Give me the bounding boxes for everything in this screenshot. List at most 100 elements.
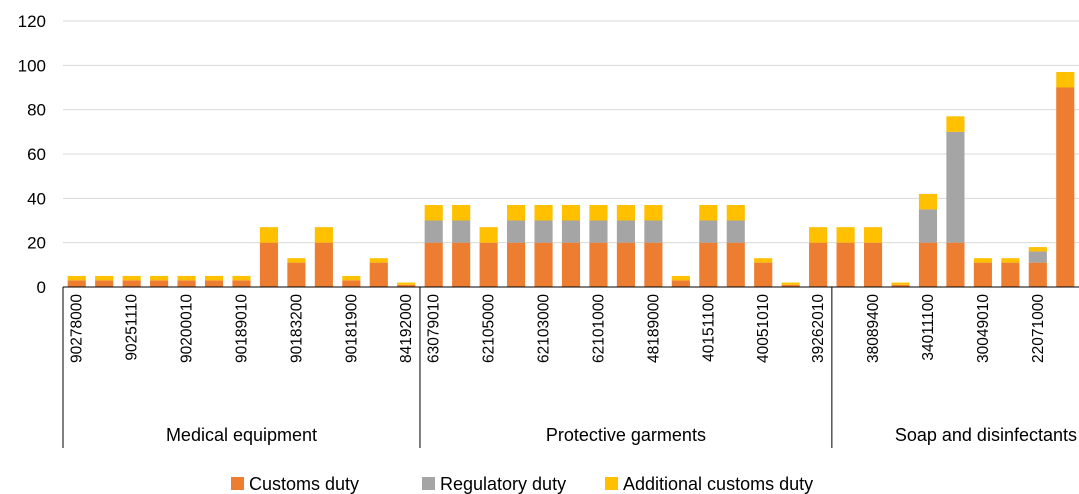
bar-additional-customs-duty [918, 193, 938, 210]
x-tick-label: 34011100 [920, 294, 937, 361]
bar-additional-customs-duty [259, 227, 279, 243]
bar-customs-duty [891, 284, 910, 287]
bar-customs-duty [754, 262, 773, 287]
bar-customs-duty [1028, 262, 1047, 287]
bar-additional-customs-duty [973, 258, 992, 263]
bar-additional-customs-duty [342, 275, 361, 281]
bar-regulatory-duty [424, 220, 443, 243]
bar-customs-duty [616, 242, 635, 287]
bar-customs-duty [534, 242, 553, 287]
x-tick-label: 30049010 [975, 294, 992, 363]
bar-customs-duty [973, 262, 992, 287]
x-tick-label: 38089400 [865, 294, 882, 363]
bar-customs-duty [314, 242, 333, 287]
bar-additional-customs-duty [616, 204, 635, 221]
bar-additional-customs-duty [507, 204, 526, 221]
bar-additional-customs-duty [754, 258, 773, 263]
x-tick-label: 62105000 [481, 294, 498, 363]
bar-additional-customs-duty [177, 275, 196, 281]
y-tick-label: 80 [27, 101, 46, 120]
bar-additional-customs-duty [781, 282, 800, 285]
bar-additional-customs-duty [946, 116, 965, 132]
bar-customs-duty [479, 242, 498, 287]
x-tick-label: 40051010 [755, 294, 772, 363]
y-tick-label: 120 [18, 12, 46, 31]
x-tick-label: 63079010 [426, 294, 443, 363]
bar-customs-duty [918, 242, 938, 287]
y-tick-label: 100 [18, 56, 46, 75]
bar-regulatory-duty [644, 220, 663, 243]
bar-customs-duty [836, 242, 855, 287]
x-tick-label: 90200010 [179, 294, 196, 363]
x-tick-label: 48189000 [645, 294, 662, 363]
x-tick-label: 90251110 [124, 294, 141, 361]
bar-customs-duty [397, 284, 416, 287]
legend-swatch-additional-customs-duty [605, 477, 618, 490]
legend-label-customs-duty: Customs duty [249, 474, 359, 494]
bar-regulatory-duty [507, 220, 526, 243]
bar-regulatory-duty [534, 220, 553, 243]
category-groups: Medical equipment Protective garments Soap… [166, 425, 1077, 445]
x-tick-label: 84192000 [398, 294, 415, 363]
bar-additional-customs-duty [1056, 71, 1075, 88]
bar-customs-duty [726, 242, 745, 287]
bar-regulatory-duty [1028, 251, 1047, 263]
bar-additional-customs-duty [589, 204, 608, 221]
bar-customs-duty [1001, 262, 1020, 287]
group-label: Soap and disinfectants [895, 425, 1077, 445]
legend-label-regulatory-duty: Regulatory duty [440, 474, 566, 494]
bar-additional-customs-duty [95, 275, 114, 281]
gridlines [63, 20, 1079, 244]
legend-swatch-regulatory-duty [422, 477, 435, 490]
bar-additional-customs-duty [671, 275, 690, 281]
legend-label-additional-customs-duty: Additional customs duty [623, 474, 813, 494]
bar-customs-duty [863, 242, 883, 287]
bar-customs-duty [699, 242, 718, 287]
bar-additional-customs-duty [397, 282, 416, 285]
bar-customs-duty [1056, 87, 1075, 287]
bar-customs-duty [95, 280, 114, 287]
bar-customs-duty [781, 284, 800, 287]
bar-regulatory-duty [561, 220, 581, 243]
bar-customs-duty [150, 280, 169, 287]
group-label: Protective garments [546, 425, 706, 445]
x-tick-label: 90189010 [233, 294, 250, 363]
bar-additional-customs-duty [122, 275, 141, 281]
bar-customs-duty [809, 242, 828, 287]
bar-additional-customs-duty [534, 204, 553, 221]
x-tick-label: 90183200 [288, 294, 305, 363]
bar-customs-duty [589, 242, 608, 287]
legend-swatch-customs-duty [231, 477, 244, 490]
bar-customs-duty [424, 242, 443, 287]
bar-additional-customs-duty [809, 227, 828, 243]
bar-customs-duty [259, 242, 279, 287]
bar-additional-customs-duty [479, 227, 498, 243]
x-tick-label: 22071000 [1030, 294, 1047, 363]
bar-regulatory-duty [699, 220, 718, 243]
bar-customs-duty [561, 242, 581, 287]
x-tick-label: 90278000 [69, 294, 86, 363]
bar-customs-duty [946, 242, 965, 287]
y-tick-label: 60 [27, 145, 46, 164]
bar-customs-duty [507, 242, 526, 287]
bar-additional-customs-duty [863, 227, 883, 243]
bar-customs-duty [342, 280, 361, 287]
bar-regulatory-duty [452, 220, 471, 243]
x-tick-label: 40151100 [700, 294, 717, 362]
bar-additional-customs-duty [836, 227, 855, 243]
bar-additional-customs-duty [369, 258, 388, 263]
bar-customs-duty [232, 280, 251, 287]
bar-regulatory-duty [918, 209, 938, 243]
bar-additional-customs-duty [150, 275, 169, 281]
y-tick-label: 40 [27, 189, 46, 208]
bar-additional-customs-duty [67, 275, 86, 281]
axes [62, 286, 1079, 448]
x-tick-label: 39262010 [810, 294, 827, 363]
bar-additional-customs-duty [891, 282, 910, 285]
x-axis-labels: 90278000 90251110 90200010 90189010 90183200… [69, 294, 1047, 363]
bar-regulatory-duty [946, 131, 965, 243]
bar-additional-customs-duty [726, 204, 745, 221]
x-tick-label: 62103000 [536, 294, 553, 363]
bars [67, 71, 1075, 287]
bar-additional-customs-duty [1028, 247, 1047, 252]
